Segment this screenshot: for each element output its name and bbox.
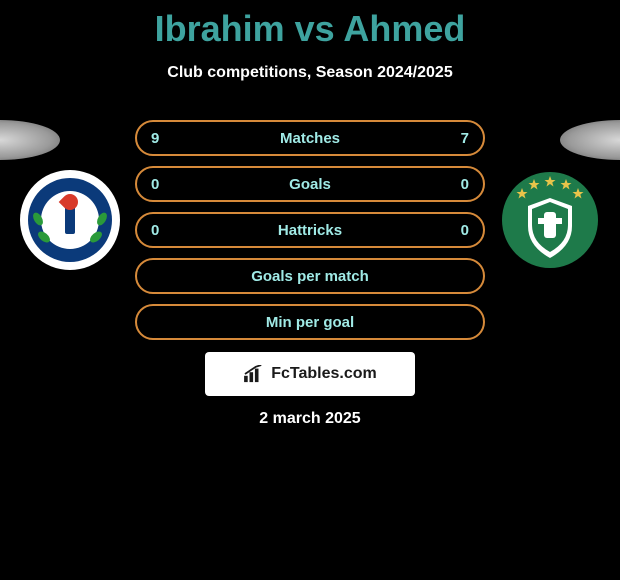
watermark: FcTables.com <box>205 352 415 396</box>
stat-row-hattricks: 0 Hattricks 0 <box>135 212 485 248</box>
bars-icon <box>243 365 265 383</box>
team-left-badge <box>20 170 120 270</box>
right-ellipse-decoration <box>560 120 620 160</box>
stat-row-goals: 0 Goals 0 <box>135 166 485 202</box>
date-text: 2 march 2025 <box>0 410 620 428</box>
stat-left-value: 9 <box>151 130 191 147</box>
stat-right-value: 0 <box>429 222 469 239</box>
left-ellipse-decoration <box>0 120 60 160</box>
stat-right-value: 7 <box>429 130 469 147</box>
stat-row-matches: 9 Matches 7 <box>135 120 485 156</box>
stat-label: Goals per match <box>191 268 429 285</box>
page-subtitle: Club competitions, Season 2024/2025 <box>0 64 620 82</box>
stat-row-goals-per-match: Goals per match <box>135 258 485 294</box>
stat-left-value: 0 <box>151 222 191 239</box>
stat-label: Matches <box>191 130 429 147</box>
stat-label: Hattricks <box>191 222 429 239</box>
team-right-badge <box>500 170 600 270</box>
stat-left-value: 0 <box>151 176 191 193</box>
flame-icon <box>59 191 82 214</box>
stats-container: 9 Matches 7 0 Goals 0 0 Hattricks 0 Goal… <box>135 120 485 350</box>
stat-label: Goals <box>191 176 429 193</box>
torch-icon <box>65 206 75 234</box>
stat-row-min-per-goal: Min per goal <box>135 304 485 340</box>
page-title: Ibrahim vs Ahmed <box>0 0 620 50</box>
watermark-text: FcTables.com <box>271 365 377 383</box>
stat-label: Min per goal <box>191 314 429 331</box>
stat-right-value: 0 <box>429 176 469 193</box>
